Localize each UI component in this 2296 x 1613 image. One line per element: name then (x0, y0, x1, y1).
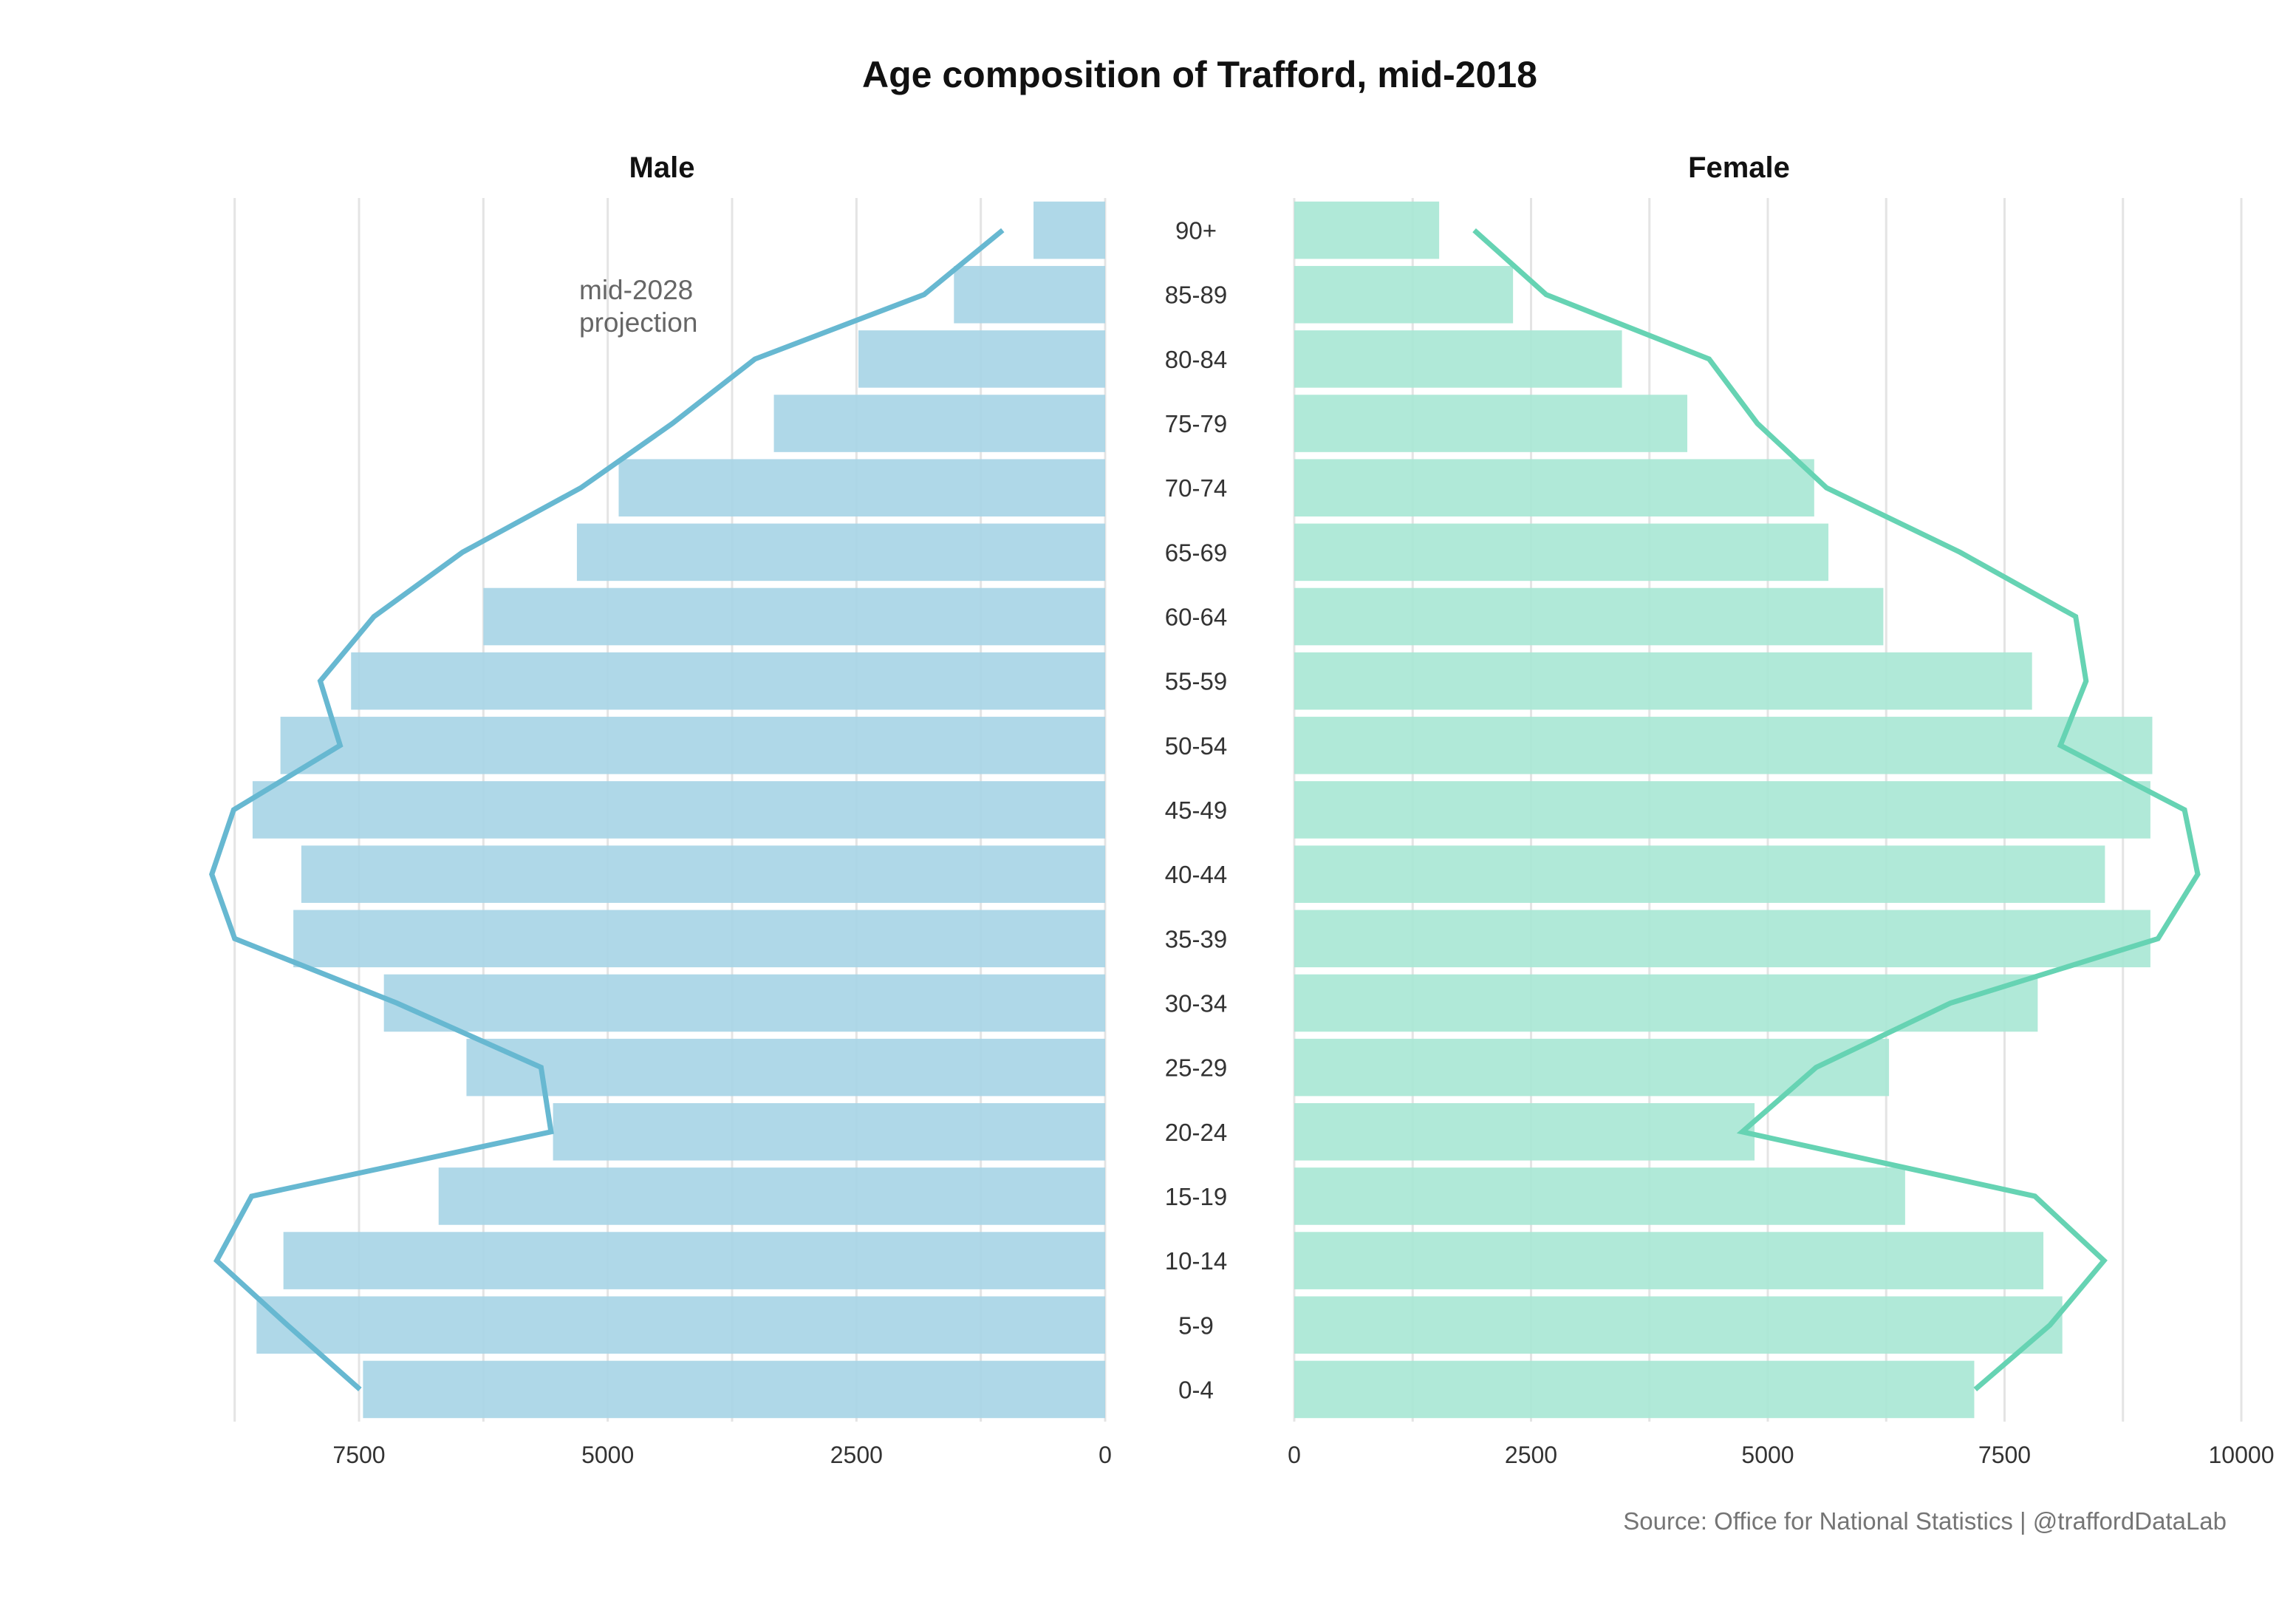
age-band-label: 15-19 (1165, 1183, 1227, 1210)
female-bar-35-39 (1294, 910, 2150, 968)
age-band-label: 55-59 (1165, 668, 1227, 695)
male-tick-label: 0 (1099, 1442, 1112, 1468)
age-band-label: 45-49 (1165, 797, 1227, 824)
panel-title-male: Male (629, 151, 695, 184)
projection-lines (208, 228, 2201, 1392)
male-bar-5-9 (256, 1296, 1105, 1354)
male-projection-line (208, 228, 1005, 1392)
female-bar-65-69 (1294, 523, 1829, 582)
male-bar-55-59 (351, 652, 1105, 710)
age-band-label: 75-79 (1165, 410, 1227, 437)
male-bar-85-89 (954, 265, 1105, 324)
male-bar-45-49 (252, 781, 1105, 839)
female-bar-70-74 (1294, 459, 1814, 516)
male-bar-0-4 (363, 1360, 1105, 1419)
male-bar-20-24 (553, 1103, 1105, 1161)
age-band-label: 50-54 (1165, 732, 1227, 760)
female-bar-90+ (1294, 201, 1440, 259)
chart-title: Age composition of Trafford, mid-2018 (862, 54, 1537, 95)
female-bar-0-4 (1294, 1360, 1975, 1419)
female-bar-20-24 (1294, 1103, 1755, 1161)
age-band-label: 10-14 (1165, 1247, 1227, 1275)
female-projection-line (1472, 228, 2201, 1392)
male-bar-25-29 (466, 1038, 1105, 1097)
age-band-label: 90+ (1175, 217, 1217, 245)
male-bar-35-39 (293, 910, 1105, 968)
age-band-label: 35-39 (1165, 925, 1227, 952)
age-band-label: 65-69 (1165, 539, 1227, 566)
male-bar-60-64 (483, 587, 1105, 646)
female-bar-25-29 (1294, 1038, 1890, 1097)
female-bar-15-19 (1294, 1167, 1905, 1225)
male-tick-label: 7500 (332, 1442, 385, 1468)
age-band-label: 25-29 (1165, 1054, 1227, 1082)
axis-tick-labels: 7500 5000 2500 0 0 2500 5000 7500 10000 (332, 1442, 2274, 1468)
female-bar-5-9 (1294, 1296, 2063, 1354)
male-bar-70-74 (618, 459, 1105, 516)
bars (252, 201, 2153, 1419)
chart-caption: Source: Office for National Statistics |… (1623, 1507, 2227, 1535)
male-bar-50-54 (280, 717, 1106, 774)
female-bar-75-79 (1294, 395, 1688, 452)
female-tick-label: 5000 (1741, 1442, 1794, 1468)
age-band-label: 30-34 (1165, 989, 1227, 1017)
projection-annotation-line-2: projection (579, 307, 697, 338)
age-band-label: 20-24 (1165, 1119, 1227, 1146)
male-bar-10-14 (283, 1232, 1105, 1289)
male-bar-75-79 (773, 395, 1105, 452)
female-tick-label: 2500 (1505, 1442, 1557, 1468)
projection-annotation: mid-2028 projection (579, 275, 701, 338)
male-bar-30-34 (383, 974, 1105, 1032)
female-bar-80-84 (1294, 330, 1622, 388)
female-tick-label: 0 (1288, 1442, 1301, 1468)
male-bar-15-19 (438, 1167, 1105, 1225)
female-bar-55-59 (1294, 652, 2032, 710)
female-bar-30-34 (1294, 974, 2038, 1032)
age-band-label: 85-89 (1165, 282, 1227, 309)
age-band-label: 60-64 (1165, 604, 1227, 631)
female-tick-label: 7500 (1978, 1442, 2031, 1468)
male-tick-label: 5000 (581, 1442, 634, 1468)
projection-annotation-line-1: mid-2028 (579, 275, 693, 305)
female-bar-60-64 (1294, 587, 1884, 646)
female-bar-40-44 (1294, 845, 2105, 903)
age-band-label: 5-9 (1178, 1312, 1214, 1339)
age-band-label: 40-44 (1165, 861, 1227, 888)
female-bar-10-14 (1294, 1232, 2044, 1289)
female-bar-45-49 (1294, 781, 2150, 839)
male-bar-80-84 (858, 330, 1105, 388)
age-band-label: 70-74 (1165, 474, 1227, 502)
age-band-labels: 0-4 5-9 10-14 15-19 20-24 25-29 30-34 35-39 40-4… (1165, 217, 1227, 1404)
age-band-label: 0-4 (1178, 1376, 1214, 1403)
male-bar-90+ (1033, 201, 1105, 259)
male-bar-65-69 (576, 523, 1105, 582)
male-bar-40-44 (301, 845, 1106, 903)
age-band-label: 80-84 (1165, 346, 1227, 373)
female-bar-85-89 (1294, 265, 1514, 324)
panel-title-female: Female (1688, 151, 1790, 184)
female-tick-label: 10000 (2209, 1442, 2275, 1468)
female-bar-50-54 (1294, 717, 2153, 774)
male-tick-label: 2500 (830, 1442, 883, 1468)
